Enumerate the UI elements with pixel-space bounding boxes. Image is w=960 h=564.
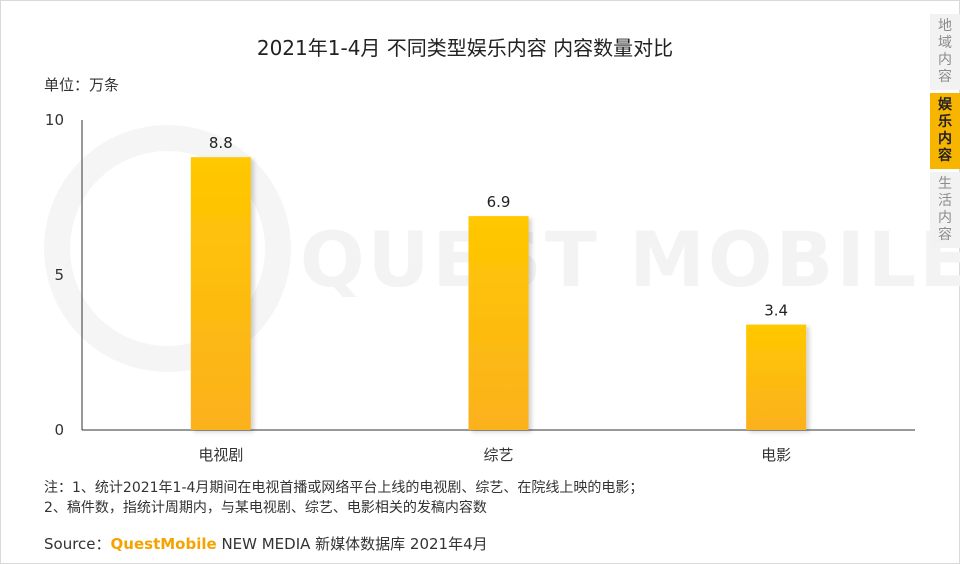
tab-regional-content[interactable]: 地域内容 xyxy=(930,14,960,90)
bar xyxy=(190,157,251,430)
x-tick-label: 电影 xyxy=(761,446,791,464)
y-tick-label: 5 xyxy=(54,266,64,284)
y-tick-label: 10 xyxy=(45,111,64,129)
bar-value-label: 3.4 xyxy=(764,302,788,320)
tab-regional-content-label: 地域内容 xyxy=(938,18,952,85)
x-tick-label: 电视剧 xyxy=(198,446,243,464)
side-tabs: 地域内容 娱乐内容 生活内容 xyxy=(930,14,960,251)
bar-value-label: 6.9 xyxy=(487,193,511,211)
watermark-text: QUEST MOBILE xyxy=(300,215,960,304)
footnote-2: 2、稿件数，指统计周期内，与某电视剧、综艺、电影相关的发稿内容数 xyxy=(44,500,487,516)
source-brand: QuestMobile xyxy=(110,535,217,553)
source-prefix: Source： xyxy=(44,535,111,553)
bar-value-label: 8.8 xyxy=(209,134,233,152)
tab-lifestyle-content[interactable]: 生活内容 xyxy=(930,172,960,248)
tab-entertainment-content-label: 娱乐内容 xyxy=(938,97,952,164)
bar-chart: 0 5 10 8.8 电视剧 6.9 综艺 3.4 电影 xyxy=(45,111,915,464)
y-axis-unit: 单位：万条 xyxy=(44,76,120,94)
bar xyxy=(746,324,807,430)
y-tick-label: 0 xyxy=(54,421,64,439)
source-line: Source：QuestMobile NEW MEDIA 新媒体数据库 2021… xyxy=(44,533,488,554)
footnote-1: 注：1、统计2021年1-4月期间在电视首播或网络平台上线的电视剧、综艺、在院线… xyxy=(44,480,644,496)
tab-entertainment-content[interactable]: 娱乐内容 xyxy=(930,93,960,169)
tab-lifestyle-content-label: 生活内容 xyxy=(938,176,952,243)
source-suffix: NEW MEDIA 新媒体数据库 2021年4月 xyxy=(216,535,488,553)
x-tick-label: 综艺 xyxy=(483,446,513,464)
chart-title: 2021年1-4月 不同类型娱乐内容 内容数量对比 xyxy=(256,36,674,60)
bar xyxy=(468,216,529,430)
